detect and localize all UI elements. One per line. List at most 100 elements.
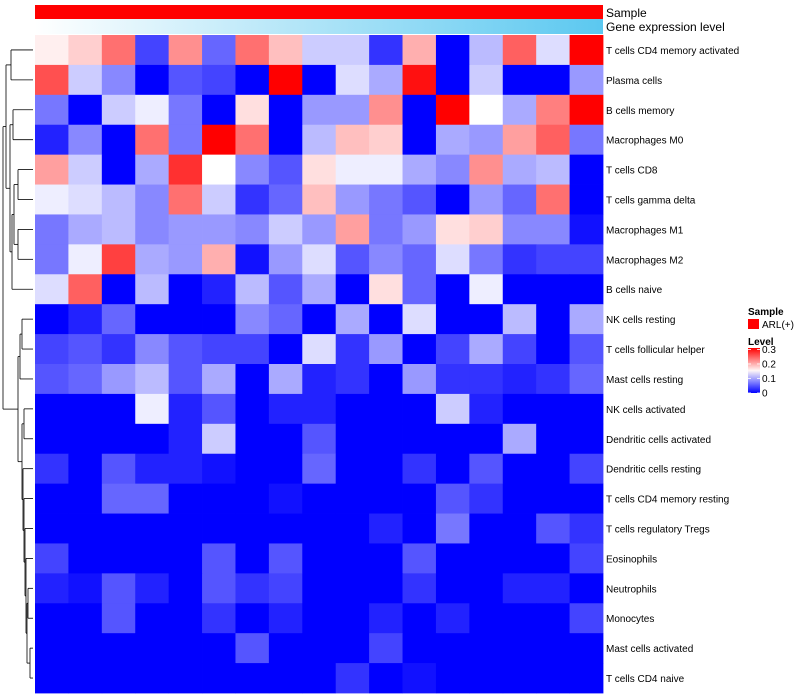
heatmap-cell — [268, 483, 303, 514]
heatmap-cell — [435, 633, 470, 664]
heatmap-cell — [469, 244, 504, 275]
heatmap-cell — [469, 393, 504, 425]
heatmap-cell — [369, 633, 403, 664]
heatmap-cell — [68, 573, 103, 604]
heatmap-cell — [536, 543, 570, 574]
heatmap-cell — [402, 274, 437, 305]
heatmap-cell — [435, 663, 470, 694]
heatmap-cell — [302, 214, 337, 245]
heatmap-cell — [469, 573, 504, 604]
heatmap-cell — [402, 64, 437, 96]
heatmap-cell — [435, 483, 470, 514]
heatmap-cell — [168, 184, 203, 215]
heatmap-cell — [202, 184, 236, 215]
heatmap-cell — [268, 453, 303, 485]
heatmap-cell — [435, 214, 470, 245]
row-dendrogram — [2, 49, 33, 679]
heatmap-cell — [202, 543, 236, 574]
heatmap-cell — [402, 483, 437, 514]
heatmap-cell — [402, 35, 437, 66]
heatmap-cell — [302, 393, 337, 425]
heatmap-cell — [302, 513, 337, 544]
heatmap-cell — [502, 274, 537, 305]
heatmap-cell — [101, 573, 136, 604]
row-label: T cells gamma delta — [606, 196, 696, 207]
heatmap-cell — [536, 633, 570, 664]
heatmap-cell — [435, 154, 470, 185]
heatmap-cell — [168, 35, 203, 66]
heatmap-cell — [135, 453, 170, 485]
heatmap-cell — [235, 35, 270, 66]
heatmap-cell — [202, 423, 236, 455]
row-label: Macrophages M1 — [606, 225, 684, 236]
heatmap-cell — [469, 543, 504, 574]
heatmap-cell — [202, 94, 236, 126]
heatmap-cell — [235, 483, 270, 514]
heatmap-cell — [35, 334, 69, 365]
heatmap-cell — [302, 154, 337, 185]
heatmap-cell — [335, 214, 370, 245]
heatmap-cell — [469, 334, 504, 365]
heatmap-cell — [135, 214, 170, 245]
heatmap-cell — [435, 274, 470, 305]
heatmap-cell — [335, 64, 370, 96]
heatmap-cell — [469, 364, 504, 395]
heatmap-cell — [335, 573, 370, 604]
heatmap-cell — [335, 603, 370, 634]
heatmap-cell — [168, 124, 203, 156]
heatmap-cell — [68, 184, 103, 215]
heatmap-cell — [502, 64, 537, 96]
row-label: B cells memory — [606, 106, 674, 117]
heatmap-cell — [101, 94, 136, 126]
heatmap-cell — [536, 393, 570, 425]
heatmap-cell — [369, 423, 403, 455]
heatmap-cell — [435, 453, 470, 485]
heatmap-cell — [168, 154, 203, 185]
heatmap-cell — [335, 94, 370, 126]
heatmap-cell — [35, 453, 69, 485]
heatmap-cell — [469, 603, 504, 634]
heatmap-cell — [68, 393, 103, 425]
heatmap-cell — [268, 633, 303, 664]
heatmap-cell — [68, 154, 103, 185]
legend-level-title: Level — [748, 337, 774, 348]
annotation-tracks: Sample Gene expression level — [35, 5, 725, 34]
heatmap-cell — [101, 214, 136, 245]
heatmap-cell — [268, 184, 303, 215]
heatmap-cell — [536, 453, 570, 485]
heatmap-cell — [235, 244, 270, 275]
heatmap-cell — [402, 244, 437, 275]
legend-tick-label: 0.1 — [762, 374, 776, 385]
row-label: T cells follicular helper — [606, 345, 705, 356]
heatmap-cell — [235, 423, 270, 455]
heatmap-cell — [168, 244, 203, 275]
heatmap-cell — [502, 633, 537, 664]
heatmap-cell — [335, 423, 370, 455]
heatmap-cell — [235, 274, 270, 305]
heatmap-cell — [235, 334, 270, 365]
heatmap-cell — [135, 364, 170, 395]
heatmap-cell — [101, 364, 136, 395]
heatmap-cell — [101, 274, 136, 305]
heatmap-cell — [35, 393, 69, 425]
heatmap-cell — [569, 244, 604, 275]
heatmap-cell — [235, 633, 270, 664]
heatmap-cell — [168, 543, 203, 574]
heatmap-cell — [369, 364, 403, 395]
heatmap-cell — [35, 64, 69, 96]
heatmap-cell — [502, 244, 537, 275]
row-label: Monocytes — [606, 614, 654, 625]
heatmap-cell — [168, 633, 203, 664]
heatmap-cell — [536, 334, 570, 365]
heatmap-cell — [536, 35, 570, 66]
row-label: Mast cells resting — [606, 375, 683, 386]
heatmap-cell — [202, 453, 236, 485]
heatmap-cell — [335, 35, 370, 66]
heatmap-cell — [369, 603, 403, 634]
heatmap-cell — [302, 483, 337, 514]
heatmap-cell — [469, 423, 504, 455]
heatmap-cell — [469, 214, 504, 245]
heatmap-cell — [369, 274, 403, 305]
heatmap-cell — [268, 364, 303, 395]
heatmap-cell — [35, 244, 69, 275]
